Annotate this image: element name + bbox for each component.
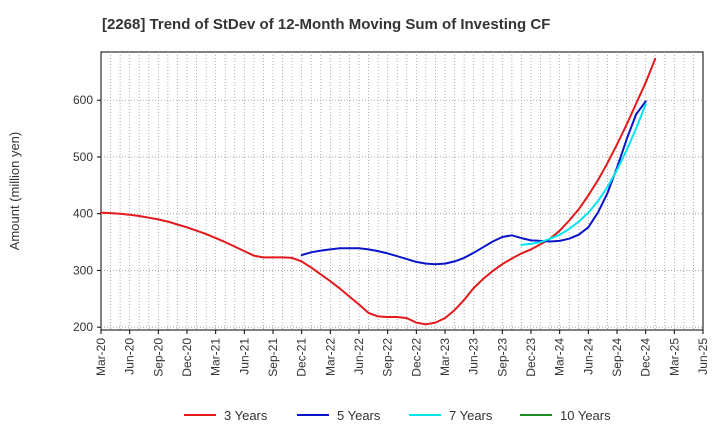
x-tick-label: Jun-23 (467, 338, 481, 375)
x-tick-label: Mar-24 (553, 338, 567, 376)
y-tick-label: 200 (73, 320, 93, 334)
x-tick-label: Mar-25 (667, 338, 681, 376)
x-tick-label: Jun-22 (352, 338, 366, 375)
legend-label: 7 Years (449, 408, 493, 423)
series-line-7-years (520, 103, 647, 246)
series-lines (100, 57, 657, 326)
y-tick-label: 400 (73, 207, 93, 221)
y-axis: 200 300 400 500 600 (73, 93, 101, 334)
x-tick-label: Dec-21 (295, 338, 309, 377)
x-tick-label: Dec-22 (409, 338, 423, 377)
x-tick-label: Jun-24 (581, 338, 595, 375)
x-tick-label: Mar-22 (323, 338, 337, 376)
x-tick-label: Dec-20 (180, 338, 194, 377)
series-line-3-years (100, 57, 657, 326)
legend-label: 10 Years (560, 408, 611, 423)
y-tick-label: 600 (73, 93, 93, 107)
y-axis-label: Amount (million yen) (7, 132, 22, 251)
chart-title: [2268] Trend of StDev of 12-Month Moving… (102, 16, 550, 33)
series-line-5-years (300, 100, 647, 266)
x-tick-label: Sep-24 (610, 338, 624, 377)
x-tick-label: Mar-23 (438, 338, 452, 376)
x-tick-label: Mar-21 (209, 338, 223, 376)
grid (101, 52, 703, 330)
x-tick-label: Jun-25 (696, 338, 710, 375)
x-tick-label: Sep-20 (151, 338, 165, 377)
y-tick-label: 500 (73, 150, 93, 164)
x-tick-label: Sep-23 (495, 338, 509, 377)
x-tick-label: Dec-24 (639, 338, 653, 377)
x-tick-label: Sep-21 (266, 338, 280, 377)
y-tick-label: 300 (73, 263, 93, 277)
x-tick-label: Sep-22 (381, 338, 395, 377)
plot-area (100, 51, 704, 331)
x-axis: Mar-20 Jun-20 Sep-20 Dec-20 Mar-21 Jun-21 Sep-… (94, 330, 710, 377)
x-tick-label: Jun-20 (123, 338, 137, 375)
x-tick-label: Dec-23 (524, 338, 538, 377)
x-tick-label: Jun-21 (237, 338, 251, 375)
legend: 3 Years 5 Years 7 Years 10 Years (184, 408, 611, 423)
legend-label: 3 Years (224, 408, 268, 423)
x-tick-label: Mar-20 (94, 338, 108, 376)
legend-label: 5 Years (337, 408, 381, 423)
